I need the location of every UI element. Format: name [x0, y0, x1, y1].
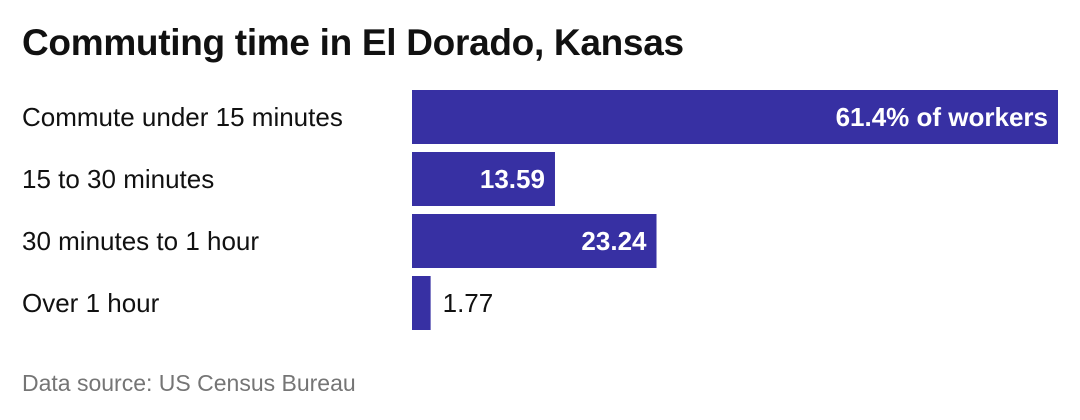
chart-title: Commuting time in El Dorado, Kansas [22, 22, 684, 63]
category-label: Commute under 15 minutes [22, 102, 343, 132]
value-label: 1.77 [443, 288, 494, 318]
category-label: 30 minutes to 1 hour [22, 226, 259, 256]
bar-chart: Commute under 15 minutes 61.4% of workers… [22, 90, 1058, 330]
bar [412, 152, 555, 206]
bar [412, 90, 1058, 144]
bar [412, 214, 657, 268]
data-source-note: Data source: US Census Bureau [22, 370, 356, 396]
value-label: 61.4% of workers [836, 102, 1048, 132]
category-label: 15 to 30 minutes [22, 164, 214, 194]
value-label: 23.24 [581, 226, 647, 256]
bar [412, 276, 431, 330]
category-label: Over 1 hour [22, 288, 160, 318]
value-label: 13.59 [480, 164, 545, 194]
